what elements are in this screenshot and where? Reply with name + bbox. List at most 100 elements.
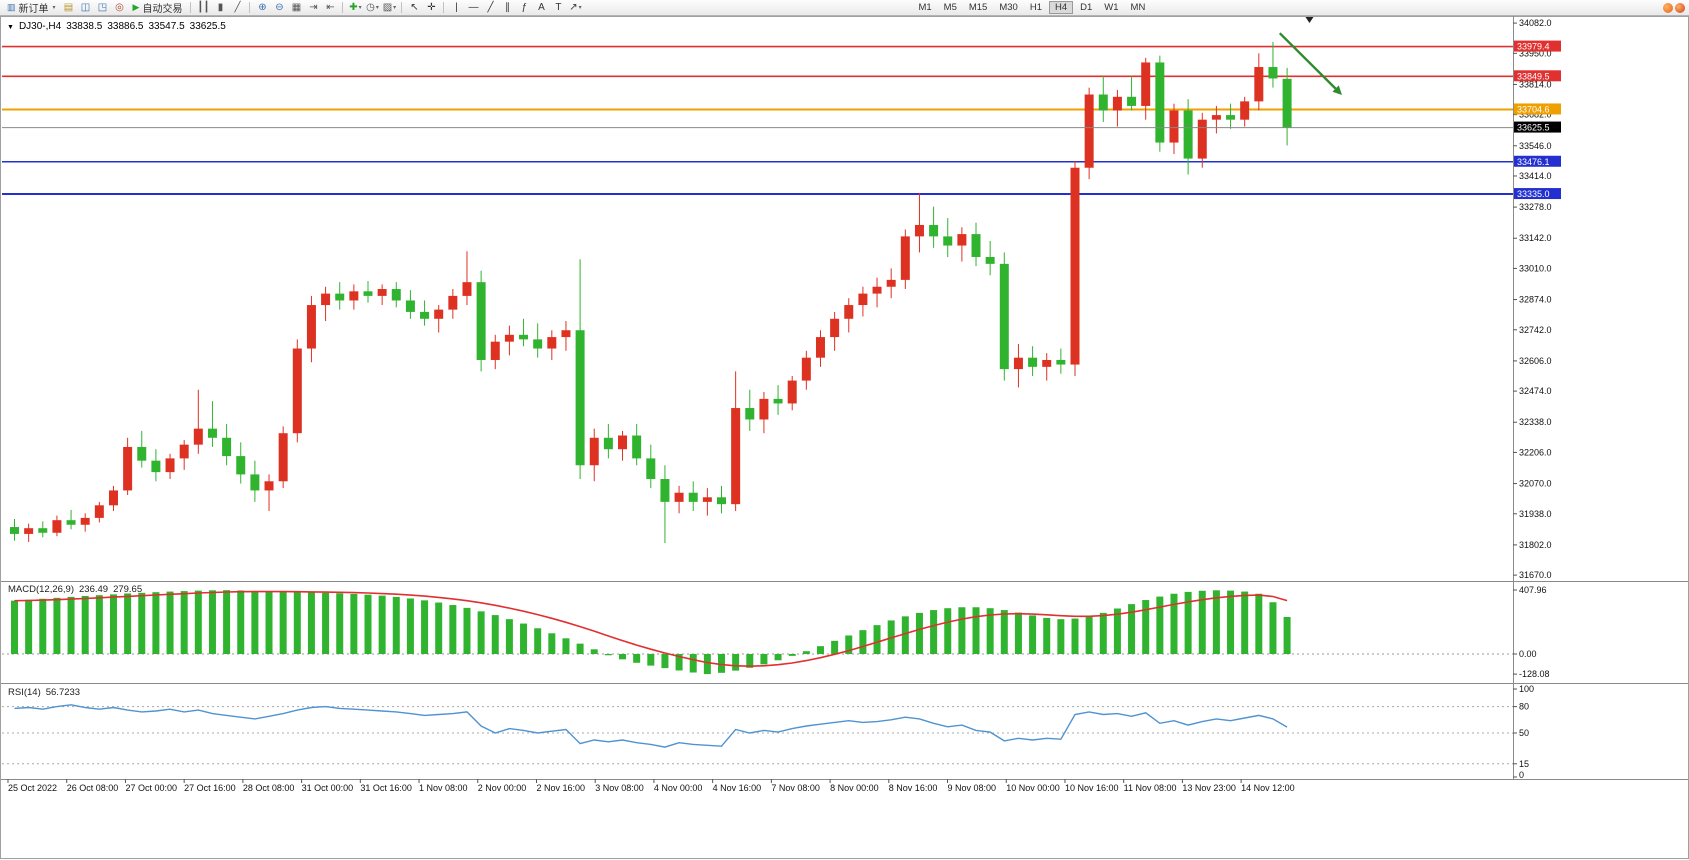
price-tick-label: 32742.0 bbox=[1519, 325, 1552, 335]
candle-body bbox=[1282, 78, 1292, 128]
macd-histogram-bar bbox=[944, 608, 952, 654]
trendline-icon-glyph: ╱ bbox=[487, 2, 494, 13]
market-watch-icon-glyph: ◫ bbox=[80, 2, 91, 13]
price-line-label: 33704.6 bbox=[1517, 104, 1550, 114]
ohlc-toggle-icon[interactable]: ▼ bbox=[7, 24, 14, 31]
timeframe-m1[interactable]: M1 bbox=[918, 2, 932, 13]
candle-body bbox=[405, 300, 415, 312]
candle-body bbox=[179, 444, 189, 459]
market-watch-icon[interactable]: ◫ bbox=[78, 1, 94, 15]
caret-down-icon: ▾ bbox=[578, 5, 582, 11]
macd-value-main: 236.49 bbox=[79, 584, 109, 595]
candle-body bbox=[24, 528, 34, 534]
macd-histogram-bar bbox=[124, 593, 132, 654]
candle-body bbox=[787, 380, 797, 404]
equidistant-channel-icon[interactable]: ∥ bbox=[499, 1, 515, 15]
candle-body bbox=[1042, 359, 1052, 367]
text-label-icon[interactable]: T bbox=[550, 1, 566, 15]
profiles-icon[interactable]: ▤ bbox=[61, 1, 77, 15]
price-tick-label: 31938.0 bbox=[1519, 509, 1552, 519]
crosshair-icon[interactable]: ✛ bbox=[423, 1, 439, 15]
periods-button[interactable]: ◷ ▾ bbox=[364, 1, 380, 15]
ohlc-open: 33838.5 bbox=[66, 21, 103, 32]
ohlc-low: 33547.5 bbox=[148, 21, 185, 32]
arrow-annotation-line[interactable] bbox=[1278, 32, 1337, 90]
auto-scroll-icon[interactable]: ⇥ bbox=[305, 1, 321, 15]
time-axis-label: 31 Oct 00:00 bbox=[302, 783, 354, 793]
timeframe-w1[interactable]: W1 bbox=[1104, 2, 1119, 13]
macd-scale-label: -128.08 bbox=[1519, 669, 1550, 679]
toolbar-separator bbox=[190, 2, 192, 13]
new-order-button[interactable]: ▥ 新订单 ▾ bbox=[3, 1, 60, 15]
candle-body bbox=[1056, 359, 1066, 365]
chart-shift-icon[interactable]: ⇤ bbox=[322, 1, 338, 15]
candle-body bbox=[745, 408, 755, 420]
navigator-icon[interactable]: ◳ bbox=[95, 1, 111, 15]
macd-histogram-bar bbox=[972, 607, 980, 654]
candle-body bbox=[250, 474, 260, 491]
fibonacci-icon[interactable]: ƒ bbox=[516, 1, 532, 15]
macd-histogram-bar bbox=[138, 592, 146, 654]
price-tick-label: 33010.0 bbox=[1519, 263, 1552, 273]
candle-body bbox=[575, 330, 585, 466]
vertical-line-icon[interactable]: | bbox=[448, 1, 464, 15]
arrows-button[interactable]: ↗ ▾ bbox=[567, 1, 583, 15]
connection-status-icon[interactable] bbox=[1675, 2, 1685, 13]
autotrading-button[interactable]: ▶ 自动交易 bbox=[129, 1, 187, 15]
news-notification-icon[interactable] bbox=[1663, 2, 1673, 13]
tile-windows-icon[interactable]: ▦ bbox=[288, 1, 304, 15]
macd-histogram-bar bbox=[279, 591, 287, 654]
timeframe-h1[interactable]: H1 bbox=[1029, 2, 1042, 13]
candle-body bbox=[363, 291, 373, 296]
macd-histogram-bar bbox=[109, 594, 117, 654]
text-icon[interactable]: A bbox=[533, 1, 549, 15]
candlestick-chart-icon[interactable]: ▮ bbox=[212, 1, 228, 15]
trendline-icon[interactable]: ╱ bbox=[482, 1, 498, 15]
zoom-in-icon[interactable]: ⊕ bbox=[254, 1, 270, 15]
zoom-out-icon[interactable]: ⊖ bbox=[271, 1, 287, 15]
macd-histogram-bar bbox=[774, 654, 782, 661]
line-chart-icon[interactable]: ╱ bbox=[229, 1, 245, 15]
timeframe-m15[interactable]: M15 bbox=[968, 2, 988, 13]
cursor-icon[interactable]: ↖ bbox=[406, 1, 422, 15]
candle-body bbox=[321, 293, 331, 306]
macd-histogram-bar bbox=[958, 607, 966, 654]
macd-histogram-bar bbox=[491, 615, 499, 654]
candle-body bbox=[123, 446, 133, 491]
timeframe-m5[interactable]: M5 bbox=[943, 2, 957, 13]
macd-histogram-bar bbox=[520, 623, 528, 654]
macd-histogram-bar bbox=[746, 654, 754, 668]
bar-chart-icon[interactable]: ┃┃ bbox=[195, 1, 211, 15]
metaeditor-icon[interactable]: ◎ bbox=[112, 1, 128, 15]
timeframe-d1[interactable]: D1 bbox=[1080, 2, 1093, 13]
chart-shift-marker[interactable] bbox=[1305, 17, 1314, 23]
toolbar-separator bbox=[342, 2, 344, 13]
candle-body bbox=[38, 528, 48, 533]
price-tick-label: 32874.0 bbox=[1519, 295, 1552, 305]
indicators-button[interactable]: ✚ ▾ bbox=[347, 1, 363, 15]
macd-histogram-bar bbox=[930, 610, 938, 654]
time-axis-label: 10 Nov 16:00 bbox=[1065, 783, 1119, 793]
candle-body bbox=[929, 224, 939, 237]
macd-histogram-bar bbox=[604, 654, 612, 656]
timeframe-mn[interactable]: MN bbox=[1130, 2, 1146, 13]
macd-histogram-bar bbox=[307, 592, 315, 654]
templates-button[interactable]: ▨ ▾ bbox=[381, 1, 397, 15]
bar-chart-icon-glyph: ┃┃ bbox=[197, 2, 210, 13]
macd-histogram-bar bbox=[760, 654, 768, 665]
macd-histogram-bar bbox=[223, 590, 231, 654]
time-axis-label: 28 Oct 08:00 bbox=[243, 783, 295, 793]
rsi-scale-label: 0 bbox=[1519, 770, 1524, 780]
macd-scale-label: 407.96 bbox=[1519, 585, 1547, 595]
macd-histogram-bar bbox=[208, 590, 216, 654]
time-axis-label: 7 Nov 08:00 bbox=[771, 783, 820, 793]
timeframe-h4[interactable]: H4 bbox=[1048, 1, 1074, 14]
candle-body bbox=[632, 435, 642, 459]
macd-indicator-label: MACD(12,26,9) 236.49 279.65 bbox=[8, 584, 147, 595]
time-axis-label: 27 Oct 16:00 bbox=[184, 783, 236, 793]
horizontal-line-icon[interactable]: — bbox=[465, 1, 481, 15]
macd-histogram-bar bbox=[406, 598, 414, 654]
rsi-scale-label: 100 bbox=[1519, 684, 1534, 694]
timeframe-m30[interactable]: M30 bbox=[999, 2, 1018, 13]
